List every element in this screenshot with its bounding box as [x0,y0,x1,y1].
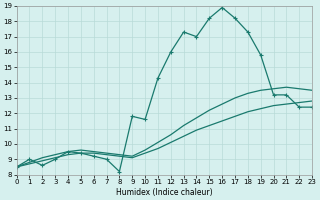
X-axis label: Humidex (Indice chaleur): Humidex (Indice chaleur) [116,188,213,197]
